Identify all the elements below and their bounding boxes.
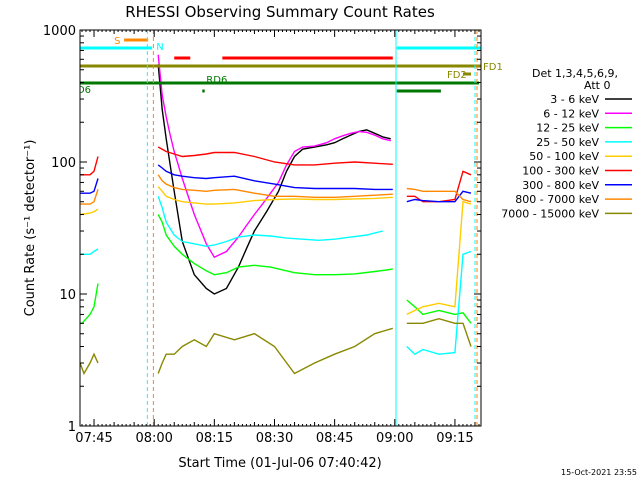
- legend-entry-label: 25 - 50 keV: [536, 136, 599, 149]
- state-bar-label: RD6: [206, 75, 227, 86]
- legend-entry-label: 12 - 25 keV: [536, 122, 599, 135]
- series-line-8: [80, 174, 472, 205]
- x-tick-label: 07:45: [75, 431, 112, 446]
- series-line-2: [157, 54, 391, 259]
- legend-header: Det 1,3,4,5,6,9,: [532, 67, 618, 80]
- x-tick-label: 08:00: [135, 431, 172, 446]
- axes-layer: 1 10 100 1000 07:45 08:00 08:15 08:30 08:45 09:00…: [43, 24, 503, 446]
- x-tick-label: 09:15: [436, 431, 473, 446]
- state-bar-label: RD6: [70, 85, 91, 96]
- x-axis-label: Start Time (01-Jul-06 07:40:42): [178, 456, 381, 471]
- legend-entry-label: 300 - 800 keV: [522, 179, 599, 192]
- series-line-3: [80, 214, 472, 324]
- y-tick-label: 100: [51, 156, 76, 171]
- y-tick-label: 1: [68, 420, 76, 435]
- state-bars-layer: S N FD2 RD6 RD6: [70, 36, 481, 96]
- state-bar-label: FD1: [483, 62, 503, 73]
- legend-entry-label: 50 - 100 keV: [529, 150, 599, 163]
- series-line-1: [157, 64, 391, 295]
- x-tick-label: 08:15: [196, 431, 233, 446]
- legend-header: Att 0: [584, 79, 610, 92]
- x-tick-label: 08:30: [256, 431, 293, 446]
- chart-title: RHESSI Observing Summary Count Rates: [125, 3, 435, 21]
- series-line-7: [80, 164, 472, 203]
- timestamp: 15-Oct-2021 23:55: [561, 468, 637, 477]
- legend-entry-label: 7000 - 15000 keV: [501, 207, 599, 220]
- state-bar-label: N: [156, 42, 163, 53]
- series-line-9: [80, 317, 472, 376]
- series-line-6: [80, 146, 472, 203]
- series-line-4: [80, 196, 472, 356]
- series-layer: [80, 54, 472, 376]
- y-tick-label: 10: [59, 288, 76, 303]
- legend-entry-label: 6 - 12 keV: [543, 107, 599, 120]
- x-tick-label: 09:00: [376, 431, 413, 446]
- state-bar-label: S: [114, 36, 120, 47]
- legend-entry-label: 800 - 7000 keV: [515, 193, 599, 206]
- plot-frame: [79, 29, 482, 427]
- y-tick-label: 1000: [43, 24, 76, 39]
- legend-entry-label: 3 - 6 keV: [550, 93, 599, 106]
- legend-entry-label: 100 - 300 keV: [522, 165, 599, 178]
- series-line-5: [80, 186, 472, 316]
- state-bar-label: FD2: [447, 70, 467, 81]
- vertical-markers-layer: [146, 30, 478, 426]
- y-axis-label: Count Rate (s⁻¹ detector⁻¹): [23, 140, 38, 317]
- x-tick-label: 08:45: [316, 431, 353, 446]
